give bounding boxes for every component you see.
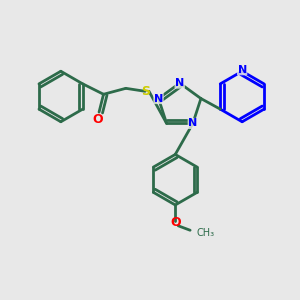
Text: O: O — [170, 216, 181, 229]
Text: N: N — [238, 65, 247, 75]
Text: N: N — [154, 94, 163, 103]
Text: N: N — [175, 78, 184, 88]
Text: CH₃: CH₃ — [196, 228, 214, 238]
Text: N: N — [188, 118, 197, 128]
Text: O: O — [92, 113, 103, 126]
Text: S: S — [141, 85, 150, 98]
